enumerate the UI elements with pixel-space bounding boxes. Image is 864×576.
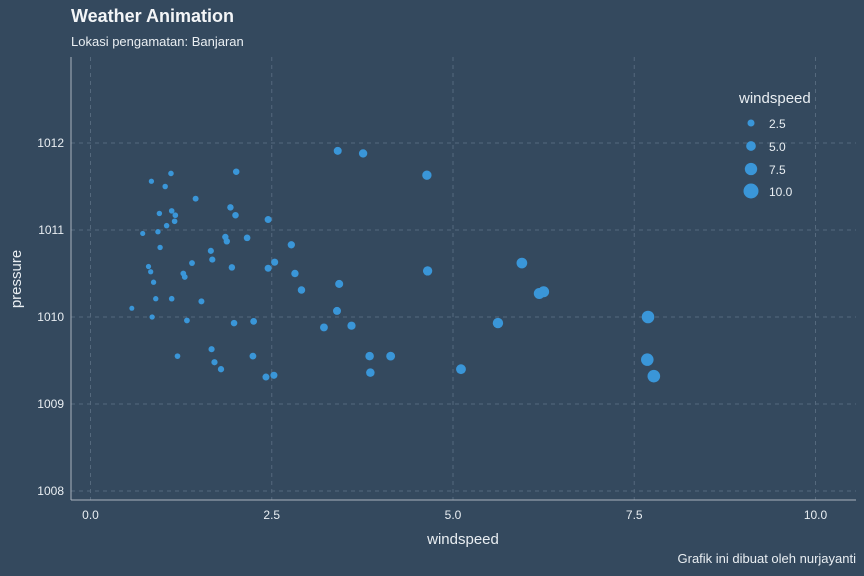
y-tick-label: 1008 [37,484,64,498]
y-tick-label: 1012 [37,136,64,150]
data-point [347,321,356,330]
data-point [153,296,159,302]
data-point [148,269,154,275]
data-point [243,234,251,242]
data-point [198,298,205,305]
data-point [230,319,238,327]
data-point [456,364,466,375]
data-point [149,314,155,320]
data-point [332,306,342,315]
data-point [647,369,661,383]
legend-label-2: 7.5 [769,163,786,177]
legend-label-3: 10.0 [769,185,793,199]
data-point [516,257,528,269]
data-point [140,230,146,237]
data-point [189,260,195,267]
data-point [192,195,199,202]
legend-key-3 [743,183,759,199]
data-point [320,323,328,332]
x-axis-label: windspeed [426,531,499,548]
data-point [145,263,152,270]
data-point [291,269,299,278]
data-point [172,212,179,219]
data-point [163,222,170,229]
data-point [492,317,504,329]
data-point [211,359,218,366]
data-point [148,178,155,184]
data-point [422,266,433,276]
data-point [156,210,163,217]
legend-key-0 [747,119,755,127]
data-point [174,353,181,359]
data-point [270,371,278,379]
legend-title: windspeed [738,90,811,107]
x-tick-label: 5.0 [445,508,462,522]
y-tick-label: 1011 [38,223,64,237]
data-point [162,183,168,190]
data-point [271,258,279,266]
data-point [217,366,225,373]
data-point [386,351,396,361]
legend-key-2 [744,162,758,176]
data-point [157,244,163,251]
y-tick-label: 1009 [37,397,64,411]
chart-title: Weather Animation [71,6,235,26]
data-point [365,351,374,361]
legend-label-0: 2.5 [769,117,786,131]
data-point [150,279,157,285]
data-point [228,264,236,271]
data-point [208,346,215,353]
data-point [264,216,272,224]
data-point [181,274,188,280]
grid-lines [71,57,856,500]
data-point [207,247,214,254]
chart-subtitle: Lokasi pengamatan: Banjaran [71,34,244,49]
data-point [262,373,270,381]
data-point [297,286,306,294]
data-point [335,279,344,288]
data-point [168,208,175,214]
data-point [358,149,368,158]
data-point [366,368,375,377]
data-points [129,146,661,383]
data-point [184,317,190,324]
data-point [333,146,342,155]
data-point [641,310,655,324]
x-tick-label: 2.5 [263,508,280,522]
y-tick-labels: 1008 1009 1010 1011 1012 [37,136,64,498]
data-point [168,170,174,177]
y-axis-label: pressure [8,250,25,308]
data-point [223,238,230,245]
data-point [250,317,258,325]
x-tick-label: 7.5 [626,508,643,522]
legend: windspeed 2.5 5.0 7.5 10.0 [738,90,811,199]
data-point [227,204,234,211]
data-point [232,168,240,175]
data-point [641,353,654,366]
data-point [171,218,178,225]
data-point [538,286,550,298]
data-point [129,305,135,311]
data-point [422,170,432,180]
axes [70,57,856,501]
data-point [232,211,239,219]
data-point [155,229,161,235]
legend-key-1 [746,141,756,151]
data-point [264,264,272,272]
data-point [249,352,257,360]
y-tick-label: 1010 [37,310,64,324]
x-tick-label: 0.0 [82,508,99,522]
data-point [168,295,175,302]
x-tick-labels: 0.0 2.5 5.0 7.5 10.0 [82,508,827,522]
legend-label-1: 5.0 [769,140,786,154]
chart-caption: Grafik ini dibuat oleh nurjayanti [677,551,857,566]
data-point [209,256,216,263]
x-tick-label: 10.0 [804,508,828,522]
data-point [287,241,295,249]
